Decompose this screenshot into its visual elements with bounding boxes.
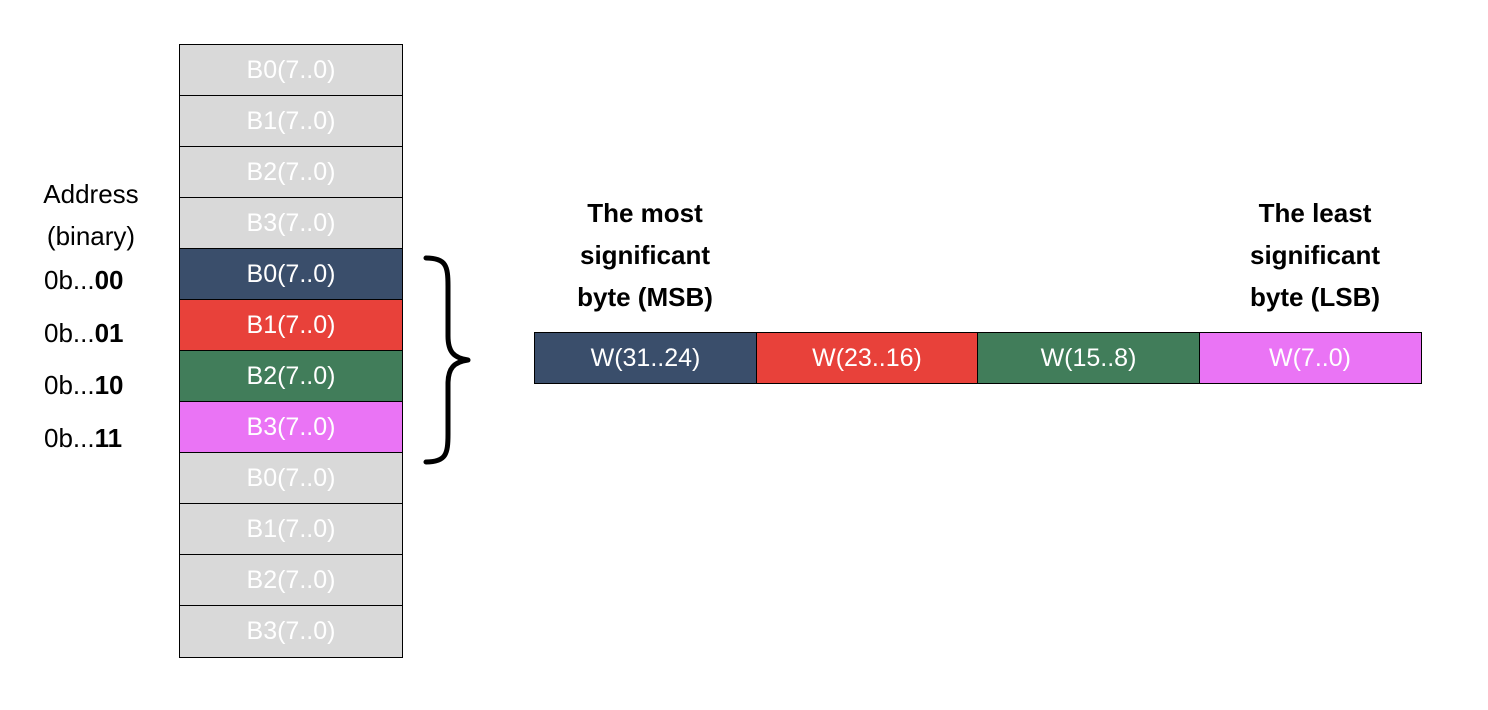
lsb-label: The least significant byte (LSB) <box>1249 198 1380 312</box>
memory-cell: B2(7..0) <box>179 146 403 199</box>
msb-label: The most significant byte (MSB) <box>577 198 713 312</box>
memory-cell-word-b1: B1(7..0) <box>179 299 403 352</box>
word-cell-lsb: W(7..0) <box>1198 332 1422 384</box>
address-header-line-1: Address <box>43 179 139 209</box>
address-bits: 00 <box>94 265 124 295</box>
curly-brace-icon <box>423 255 471 465</box>
address-label-11: 0b...11 <box>44 423 123 453</box>
address-label-01: 0b...01 <box>44 318 124 348</box>
address-bits: 10 <box>94 370 124 400</box>
word-row: W(31..24) W(23..16) W(15..8) W(7..0) <box>534 332 1422 384</box>
word-cell: W(15..8) <box>977 332 1200 384</box>
memory-cell: B0(7..0) <box>179 452 403 505</box>
memory-column: B0(7..0) B1(7..0) B2(7..0) B3(7..0) B0(7… <box>179 44 403 658</box>
address-header: Address (binary) <box>24 173 158 257</box>
memory-cell-word-b2: B2(7..0) <box>179 350 403 403</box>
memory-cell: B1(7..0) <box>179 503 403 556</box>
memory-cell-word-b0: B0(7..0) <box>179 248 403 301</box>
address-bits: 11 <box>94 423 123 453</box>
memory-cell: B0(7..0) <box>179 44 403 97</box>
word-cell: W(23..16) <box>755 332 979 384</box>
word-cell-msb: W(31..24) <box>534 332 757 384</box>
address-label-00: 0b...00 <box>44 265 124 295</box>
memory-cell: B2(7..0) <box>179 554 403 607</box>
address-header-line-2: (binary) <box>46 221 136 251</box>
memory-cell: B3(7..0) <box>179 197 403 250</box>
address-label-10: 0b...10 <box>44 370 124 400</box>
address-bits: 01 <box>94 318 124 348</box>
memory-cell: B1(7..0) <box>179 95 403 148</box>
memory-cell-word-b3: B3(7..0) <box>179 401 403 454</box>
memory-cell: B3(7..0) <box>179 605 403 658</box>
